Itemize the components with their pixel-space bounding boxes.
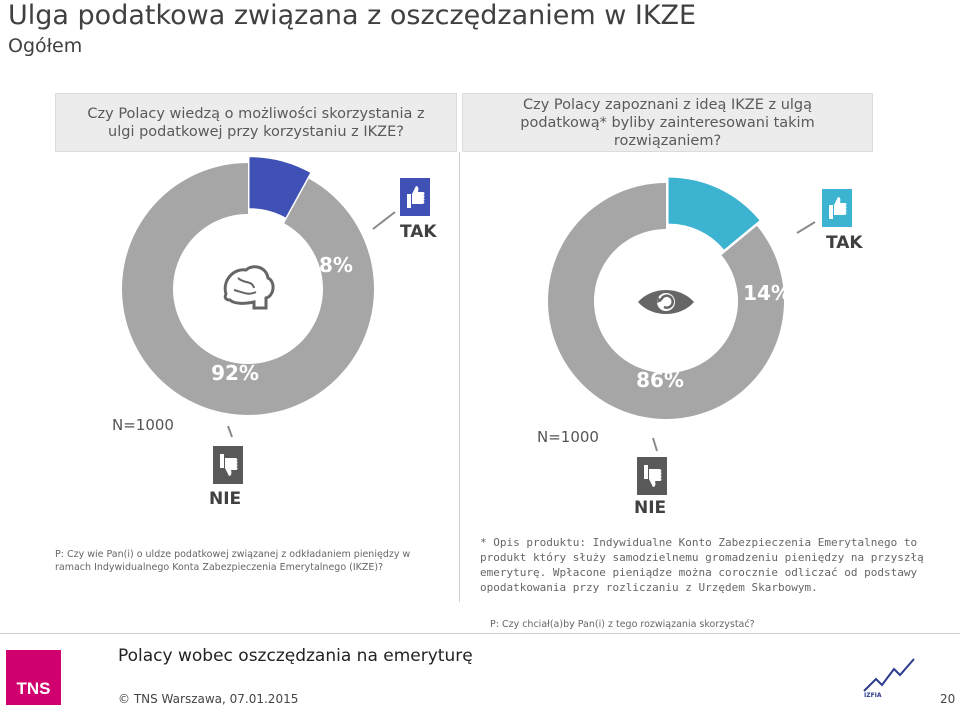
right-nie-leader-line	[652, 437, 658, 452]
donut-slice-nie	[548, 183, 785, 419]
donut-slice-nie	[121, 163, 374, 415]
panel-divider	[459, 152, 460, 602]
left-n-label: N=1000	[112, 416, 174, 434]
footer-title: Polacy wobec oszczędzania na emeryturę	[118, 646, 473, 666]
right-tak-leader-line	[796, 221, 816, 234]
tak-percent-label: 14%	[743, 281, 791, 305]
left-tak-leader-line	[372, 211, 396, 230]
nie-percent-label: 86%	[636, 368, 684, 392]
tns-logo-text: TNS	[16, 679, 51, 698]
eye-icon	[638, 290, 694, 314]
right-n-label: N=1000	[537, 428, 599, 446]
right-tak-label: TAK	[826, 233, 863, 253]
izfia-logo: IZFIA	[863, 658, 915, 699]
left-question-note: P: Czy wie Pan(i) o uldze podatkowej zwi…	[55, 549, 411, 573]
donut-chart-left: 8% 92%	[121, 157, 374, 415]
page-number: 20	[940, 692, 956, 706]
right-question-note: P: Czy chciał(a)by Pan(i) z tego rozwiąz…	[490, 619, 755, 630]
tns-logo: TNS	[6, 650, 61, 705]
thumbs-down-icon	[213, 446, 243, 484]
footer-divider	[0, 633, 960, 634]
thumbs-down-icon	[637, 457, 667, 495]
brain-icon	[223, 265, 275, 310]
donut-slice-tak	[249, 157, 311, 218]
right-question-box: Czy Polacy zapoznani z ideą IKZE z ulgą …	[462, 93, 873, 152]
copyright-text: © TNS Warszawa, 07.01.2015	[118, 692, 299, 706]
thumbs-up-icon	[400, 178, 430, 216]
nie-percent-label: 92%	[211, 361, 259, 385]
donut-slice-tak	[668, 177, 760, 250]
tak-percent-label: 8%	[319, 253, 353, 277]
donut-chart-right: 14% 86%	[548, 177, 791, 419]
left-question-box: Czy Polacy wiedzą o możliwości skorzysta…	[55, 93, 457, 152]
right-nie-label: NIE	[634, 498, 667, 518]
thumbs-up-icon	[822, 189, 852, 227]
left-nie-label: NIE	[209, 489, 242, 509]
left-nie-leader-line	[227, 425, 233, 438]
page-title: Ulga podatkowa związana z oszczędzaniem …	[8, 0, 697, 31]
left-tak-label: TAK	[400, 222, 437, 242]
page-subtitle: Ogółem	[8, 35, 83, 57]
left-question-text: Czy Polacy wiedzą o możliwości skorzysta…	[87, 105, 425, 140]
right-question-text: Czy Polacy zapoznani z ideą IKZE z ulgą …	[520, 96, 815, 149]
right-product-note: * Opis produktu: Indywidualne Konto Zabe…	[480, 536, 924, 594]
izfia-logo-text: IZFIA	[864, 692, 882, 699]
